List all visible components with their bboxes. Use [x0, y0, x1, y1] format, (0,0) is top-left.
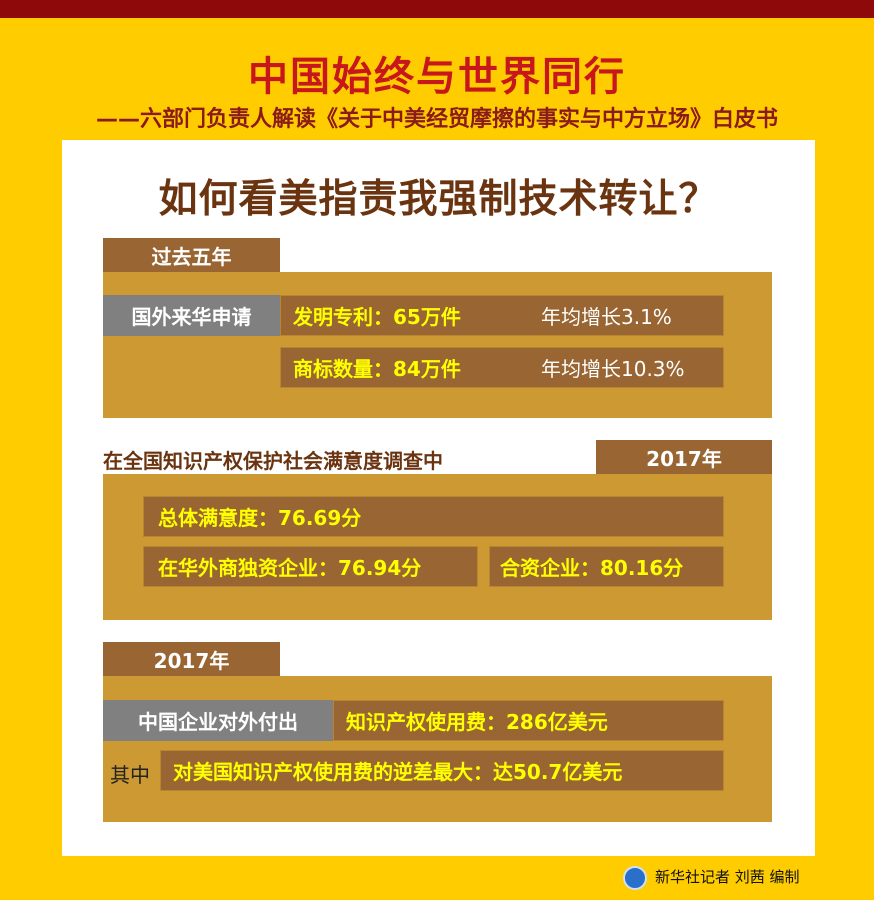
- page-title: 中国始终与世界同行: [248, 54, 626, 100]
- footer-credit: 新华社记者 刘茜 编制: [655, 868, 800, 886]
- section3-box: [103, 676, 772, 822]
- top-bar: [0, 0, 874, 18]
- trademark-row: 商标数量：84万件 年均增长10.3%: [280, 347, 724, 388]
- foreign-satisfaction: 在华外商独资企业：76.94分: [158, 556, 422, 580]
- fee-row: 知识产权使用费：286亿美元: [333, 700, 724, 741]
- foreign-row: 在华外商独资企业：76.94分: [143, 546, 478, 587]
- patent-count: 发明专利：65万件: [293, 305, 461, 329]
- xinhua-logo-icon: [623, 866, 647, 890]
- section1-tab: 过去五年: [103, 238, 280, 272]
- joint-satisfaction: 合资企业：80.16分: [500, 556, 684, 580]
- overall-satisfaction: 总体满意度：76.69分: [158, 506, 362, 530]
- section3-tab: 2017年: [103, 642, 280, 676]
- section3-label: 中国企业对外付出: [103, 700, 333, 741]
- section2-heading: 在全国知识产权保护社会满意度调查中: [103, 449, 443, 473]
- among-label: 其中: [110, 763, 150, 787]
- trademark-count: 商标数量：84万件: [293, 357, 461, 381]
- headline: 如何看美指责我强制技术转让？: [158, 177, 719, 222]
- section2-tab: 2017年: [596, 440, 772, 474]
- trademark-growth: 年均增长10.3%: [541, 357, 685, 381]
- section1-box: [103, 272, 772, 418]
- patent-row: 发明专利：65万件 年均增长3.1%: [280, 295, 724, 336]
- ip-deficit: 对美国知识产权使用费的逆差最大：达50.7亿美元: [173, 760, 623, 784]
- joint-row: 合资企业：80.16分: [489, 546, 724, 587]
- section1-label: 国外来华申请: [103, 295, 280, 336]
- ip-fee: 知识产权使用费：286亿美元: [346, 710, 608, 734]
- deficit-row: 对美国知识产权使用费的逆差最大：达50.7亿美元: [160, 750, 724, 791]
- page-subtitle: ——六部门负责人解读《关于中美经贸摩擦的事实与中方立场》白皮书: [95, 107, 778, 132]
- patent-growth: 年均增长3.1%: [541, 305, 672, 329]
- overall-row: 总体满意度：76.69分: [143, 496, 724, 537]
